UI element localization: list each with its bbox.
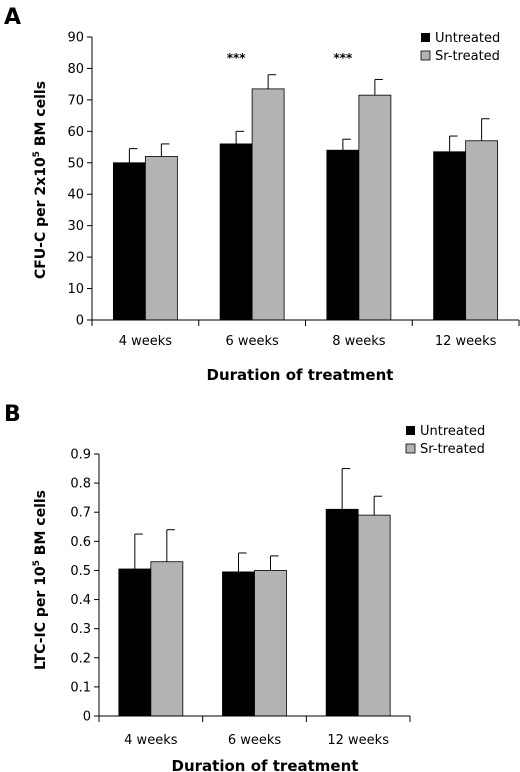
legend-swatch-untreated — [421, 33, 430, 42]
y-tick-label: 0.1 — [70, 680, 91, 695]
panel-a: A 0 10 20 30 40 50 60 70 80 90 4 weeks 6 weeks 8 we… — [4, 5, 520, 384]
panel-b-label: B — [4, 402, 21, 427]
panel-a-y-ticks: 0 10 20 30 40 50 60 70 80 90 — [67, 31, 92, 329]
legend-label-sr-treated: Sr-treated — [435, 49, 500, 64]
legend-swatch-sr-treated — [405, 443, 416, 454]
significance-marker: *** — [227, 51, 247, 65]
y-tick-label: 0 — [83, 710, 91, 725]
legend-swatch-untreated — [406, 426, 415, 435]
y-tick-label: 0.6 — [70, 535, 91, 550]
legend-label-untreated: Untreated — [420, 424, 485, 439]
panel-a-x-axis-label: Duration of treatment — [207, 366, 394, 384]
bar-untreated — [326, 149, 360, 321]
x-category-label: 6 weeks — [228, 733, 282, 748]
x-category-label: 8 weeks — [332, 334, 386, 349]
x-category-label: 12 weeks — [327, 733, 389, 748]
panel-b-x-axis-label: Duration of treatment — [172, 757, 359, 772]
y-tick-label: 0.3 — [70, 622, 91, 637]
panel-b-x-categories: 4 weeks 6 weeks 12 weeks — [98, 716, 411, 748]
panel-a-legend: Untreated Sr-treated — [420, 31, 500, 64]
panel-a-significance: *** *** — [227, 51, 353, 65]
bar-untreated — [433, 151, 467, 321]
y-tick-label: 0 — [76, 314, 84, 329]
y-tick-label: 40 — [67, 188, 84, 203]
y-tick-label: 20 — [67, 251, 84, 266]
y-tick-label: 30 — [67, 219, 84, 234]
y-tick-label: 0.2 — [70, 651, 91, 666]
y-tick-label: 10 — [67, 282, 84, 297]
y-tick-label: 0.9 — [70, 448, 91, 463]
bar-sr-treated — [144, 156, 178, 321]
y-tick-label: 0.4 — [70, 593, 91, 608]
y-tick-label: 70 — [67, 93, 84, 108]
bar-untreated — [219, 143, 253, 321]
panel-b: B 0 0.1 0.2 0.3 0.4 0.5 0.6 0.7 0.8 0.9 4 weeks 6 … — [4, 402, 485, 772]
bar-sr-treated — [357, 514, 391, 717]
bar-untreated — [222, 571, 255, 717]
panel-b-y-ticks: 0 0.1 0.2 0.3 0.4 0.5 0.6 0.7 0.8 0.9 — [70, 448, 99, 725]
y-tick-label: 0.5 — [70, 564, 91, 579]
bar-untreated — [112, 162, 146, 321]
x-category-label: 6 weeks — [225, 334, 279, 349]
bar-sr-treated — [150, 561, 184, 717]
panel-a-label: A — [4, 5, 21, 30]
panel-a-bars — [112, 74, 499, 321]
bar-untreated — [118, 568, 152, 717]
panel-b-y-axis-label: LTC-IC per 105 BM cells — [32, 490, 49, 670]
significance-marker: *** — [333, 51, 353, 65]
x-category-label: 4 weeks — [119, 334, 173, 349]
y-tick-label: 60 — [67, 125, 84, 140]
x-category-label: 12 weeks — [435, 334, 497, 349]
x-category-label: 4 weeks — [124, 733, 178, 748]
y-tick-label: 50 — [67, 156, 84, 171]
bar-sr-treated — [251, 88, 285, 321]
panel-a-y-axis-label: CFU-C per 2x105 BM cells — [32, 81, 49, 279]
y-tick-label: 80 — [67, 62, 84, 77]
legend-label-untreated: Untreated — [435, 31, 500, 46]
legend-swatch-sr-treated — [420, 50, 431, 61]
bar-untreated — [325, 508, 359, 717]
y-tick-label: 90 — [67, 31, 84, 46]
legend-label-sr-treated: Sr-treated — [420, 442, 485, 457]
bar-sr-treated — [465, 140, 499, 321]
bar-sr-treated — [254, 570, 287, 717]
y-tick-label: 0.8 — [70, 477, 91, 492]
bar-sr-treated — [358, 94, 392, 321]
y-tick-label: 0.7 — [70, 506, 91, 521]
panel-a-x-categories: 4 weeks 6 weeks 8 weeks 12 weeks — [91, 320, 520, 349]
panel-b-bars — [118, 468, 391, 717]
panel-b-legend: Untreated Sr-treated — [405, 424, 485, 457]
